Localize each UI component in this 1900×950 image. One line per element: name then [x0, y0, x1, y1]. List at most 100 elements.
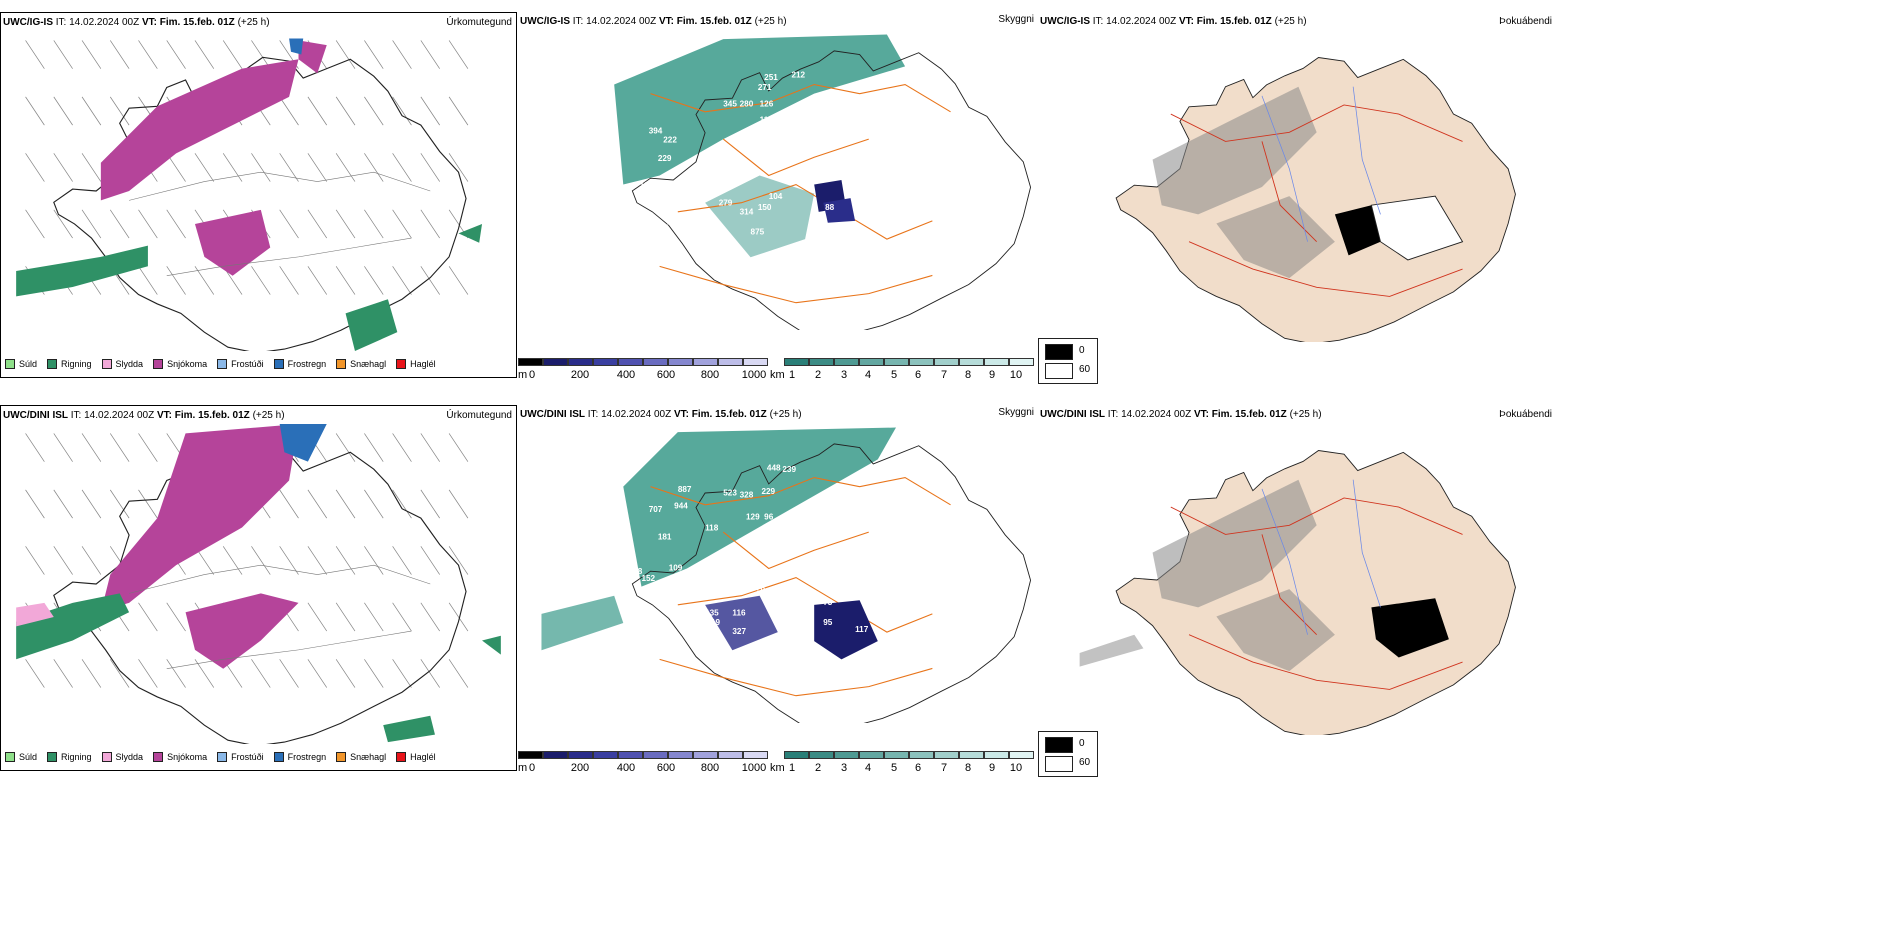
fog-legend-row1: 0 60 — [1038, 338, 1098, 384]
ceiling-label: 94 — [769, 534, 779, 543]
visibility-title-right: Skyggni — [998, 407, 1034, 418]
ceiling-label: 279 — [719, 198, 733, 207]
ceiling-label: 229 — [761, 487, 775, 496]
swatch-snow — [153, 752, 164, 762]
fog-swatch-0 — [1045, 737, 1073, 753]
ceiling-label: 251 — [764, 73, 778, 82]
ceiling-label: 229 — [658, 154, 672, 163]
swatch-snow-grains — [336, 359, 347, 369]
ceiling-label: 314 — [740, 208, 754, 217]
ceiling-label: 181 — [658, 532, 672, 541]
legend-item: Snæhagl — [336, 752, 386, 762]
ceiling-label: 707 — [649, 505, 663, 514]
visibility-map: 251 212 271 345 280 126 394 115 298 222 … — [598, 34, 1031, 330]
ceiling-label: 212 — [791, 70, 805, 79]
swatch-drizzle — [5, 752, 15, 762]
swatch-frost-fog — [217, 359, 228, 369]
ceiling-label: 390 — [789, 512, 803, 521]
legend-item: Haglél — [396, 752, 436, 762]
fog-legend-row2: 0 60 — [1038, 731, 1098, 777]
fog-map — [1079, 450, 1516, 735]
ceiling-label: 130 — [691, 618, 705, 627]
ceiling-label: 218 — [629, 567, 643, 576]
ceiling-label: 298 — [787, 118, 801, 127]
ceiling-label: 118 — [705, 523, 719, 532]
ceiling-label: 108 — [749, 654, 763, 663]
legend-item: Snjókoma — [153, 752, 207, 762]
ceiling-label: 239 — [782, 465, 796, 474]
legend-item: Rigning — [47, 752, 92, 762]
swatch-freezing-rain — [273, 359, 284, 369]
ceiling-label: 345 — [723, 99, 737, 108]
precip-map — [16, 38, 483, 351]
ceiling-label: 88 — [825, 203, 835, 212]
fog-map — [1115, 57, 1516, 342]
ceiling-label: 96 — [764, 512, 774, 521]
ceiling-label: 126 — [760, 99, 774, 108]
precip-panel-row1: UWC/IG-IS IT: 14.02.2024 00Z VT: Fim. 15… — [0, 12, 517, 378]
panel-title-row1: UWC/IG-IS IT: 14.02.2024 00Z VT: Fim. 15… — [3, 17, 270, 28]
legend-item: Rigning — [47, 359, 92, 369]
legend-item: Súld — [5, 752, 37, 762]
panel-title-row1-visibility: UWC/IG-IS IT: 14.02.2024 00Z VT: Fim. 15… — [520, 16, 787, 27]
precip-legend: Súld Rigning Slydda Snjókoma Frostúði Fr… — [5, 359, 436, 369]
ceiling-label: 150 — [758, 203, 772, 212]
ceiling-label: 133 — [664, 576, 678, 585]
swatch-frost-fog — [217, 752, 228, 762]
swatch-snow — [153, 359, 164, 369]
ceiling-label: 280 — [740, 99, 754, 108]
panel-title-row2-visibility: UWC/DINI ISL IT: 14.02.2024 00Z VT: Fim.… — [520, 409, 802, 420]
fog-panel-row1: UWC/IG-IS IT: 14.02.2024 00Z VT: Fim. 15… — [1038, 12, 1558, 384]
legend-item: Frostregn — [273, 752, 326, 762]
ceiling-label: 78 — [756, 583, 766, 592]
ceiling-colorbar-row1: m 0 200 400 600 800 1000 — [518, 358, 770, 384]
ceiling-label: 73 — [823, 598, 833, 607]
visibility-title-right: Skyggni — [998, 14, 1034, 25]
ceiling-label: 333 — [685, 172, 699, 181]
ceiling-label: 328 — [740, 491, 754, 500]
ceiling-label: 119 — [707, 618, 721, 627]
legend-item: Frostregn — [273, 359, 326, 369]
ceiling-label: 120 — [764, 138, 778, 147]
ceiling-label: 394 — [649, 127, 663, 136]
swatch-sleet — [101, 359, 112, 369]
ceiling-label: 109 — [669, 563, 683, 572]
legend-item: Snjókoma — [153, 359, 207, 369]
ceiling-label: 523 — [723, 489, 737, 498]
legend-item: Haglél — [396, 359, 436, 369]
legend-item: Slydda — [101, 752, 143, 762]
legend-item: Súld — [5, 359, 37, 369]
swatch-sleet — [101, 752, 112, 762]
ceiling-label: 117 — [855, 625, 869, 634]
ceiling-label: 944 — [674, 501, 688, 510]
ceiling-label: 271 — [758, 83, 772, 92]
precip-title-right: Úrkomutegund — [446, 410, 512, 421]
fog-title-right: Þokuábendi — [1499, 409, 1552, 420]
fog-swatch-0 — [1045, 344, 1073, 360]
visibility-map: 448 239 887 523 328 229 944 707 390 129 … — [541, 427, 1031, 723]
fog-swatch-60 — [1045, 363, 1073, 379]
swatch-hail — [396, 752, 407, 762]
ceiling-label: 125 — [598, 179, 612, 188]
legend-item: Frostúði — [217, 752, 264, 762]
ceiling-label: 875 — [751, 228, 765, 237]
visibility-colorbar-row1: km 1 2 3 4 5 6 7 8 9 10 — [770, 358, 1036, 384]
legend-item: Snæhagl — [336, 359, 386, 369]
visibility-panel-row1: UWC/IG-IS IT: 14.02.2024 00Z VT: Fim. 15… — [518, 12, 1038, 381]
panel-title-row2-fog: UWC/DINI ISL IT: 14.02.2024 00Z VT: Fim.… — [1040, 409, 1322, 420]
ceiling-label: 126 — [640, 181, 654, 190]
panel-title-row1-fog: UWC/IG-IS IT: 14.02.2024 00Z VT: Fim. 15… — [1040, 16, 1307, 27]
fog-swatch-60 — [1045, 756, 1073, 772]
ceiling-label: 222 — [663, 136, 677, 145]
ceiling-label: 104 — [769, 192, 783, 201]
ceiling-label: 327 — [732, 627, 746, 636]
ceiling-label: 32 — [734, 587, 744, 596]
legend-item: Frostúði — [217, 359, 264, 369]
swatch-rain — [47, 359, 58, 369]
ceiling-label: 78 — [769, 127, 779, 136]
ceiling-label: 74 — [714, 558, 724, 567]
swatch-snow-grains — [336, 752, 347, 762]
visibility-colorbar-row2: km 1 2 3 4 5 6 7 8 9 10 — [770, 751, 1036, 777]
ceiling-label: 115 — [760, 116, 774, 125]
ceiling-label: 887 — [678, 485, 692, 494]
